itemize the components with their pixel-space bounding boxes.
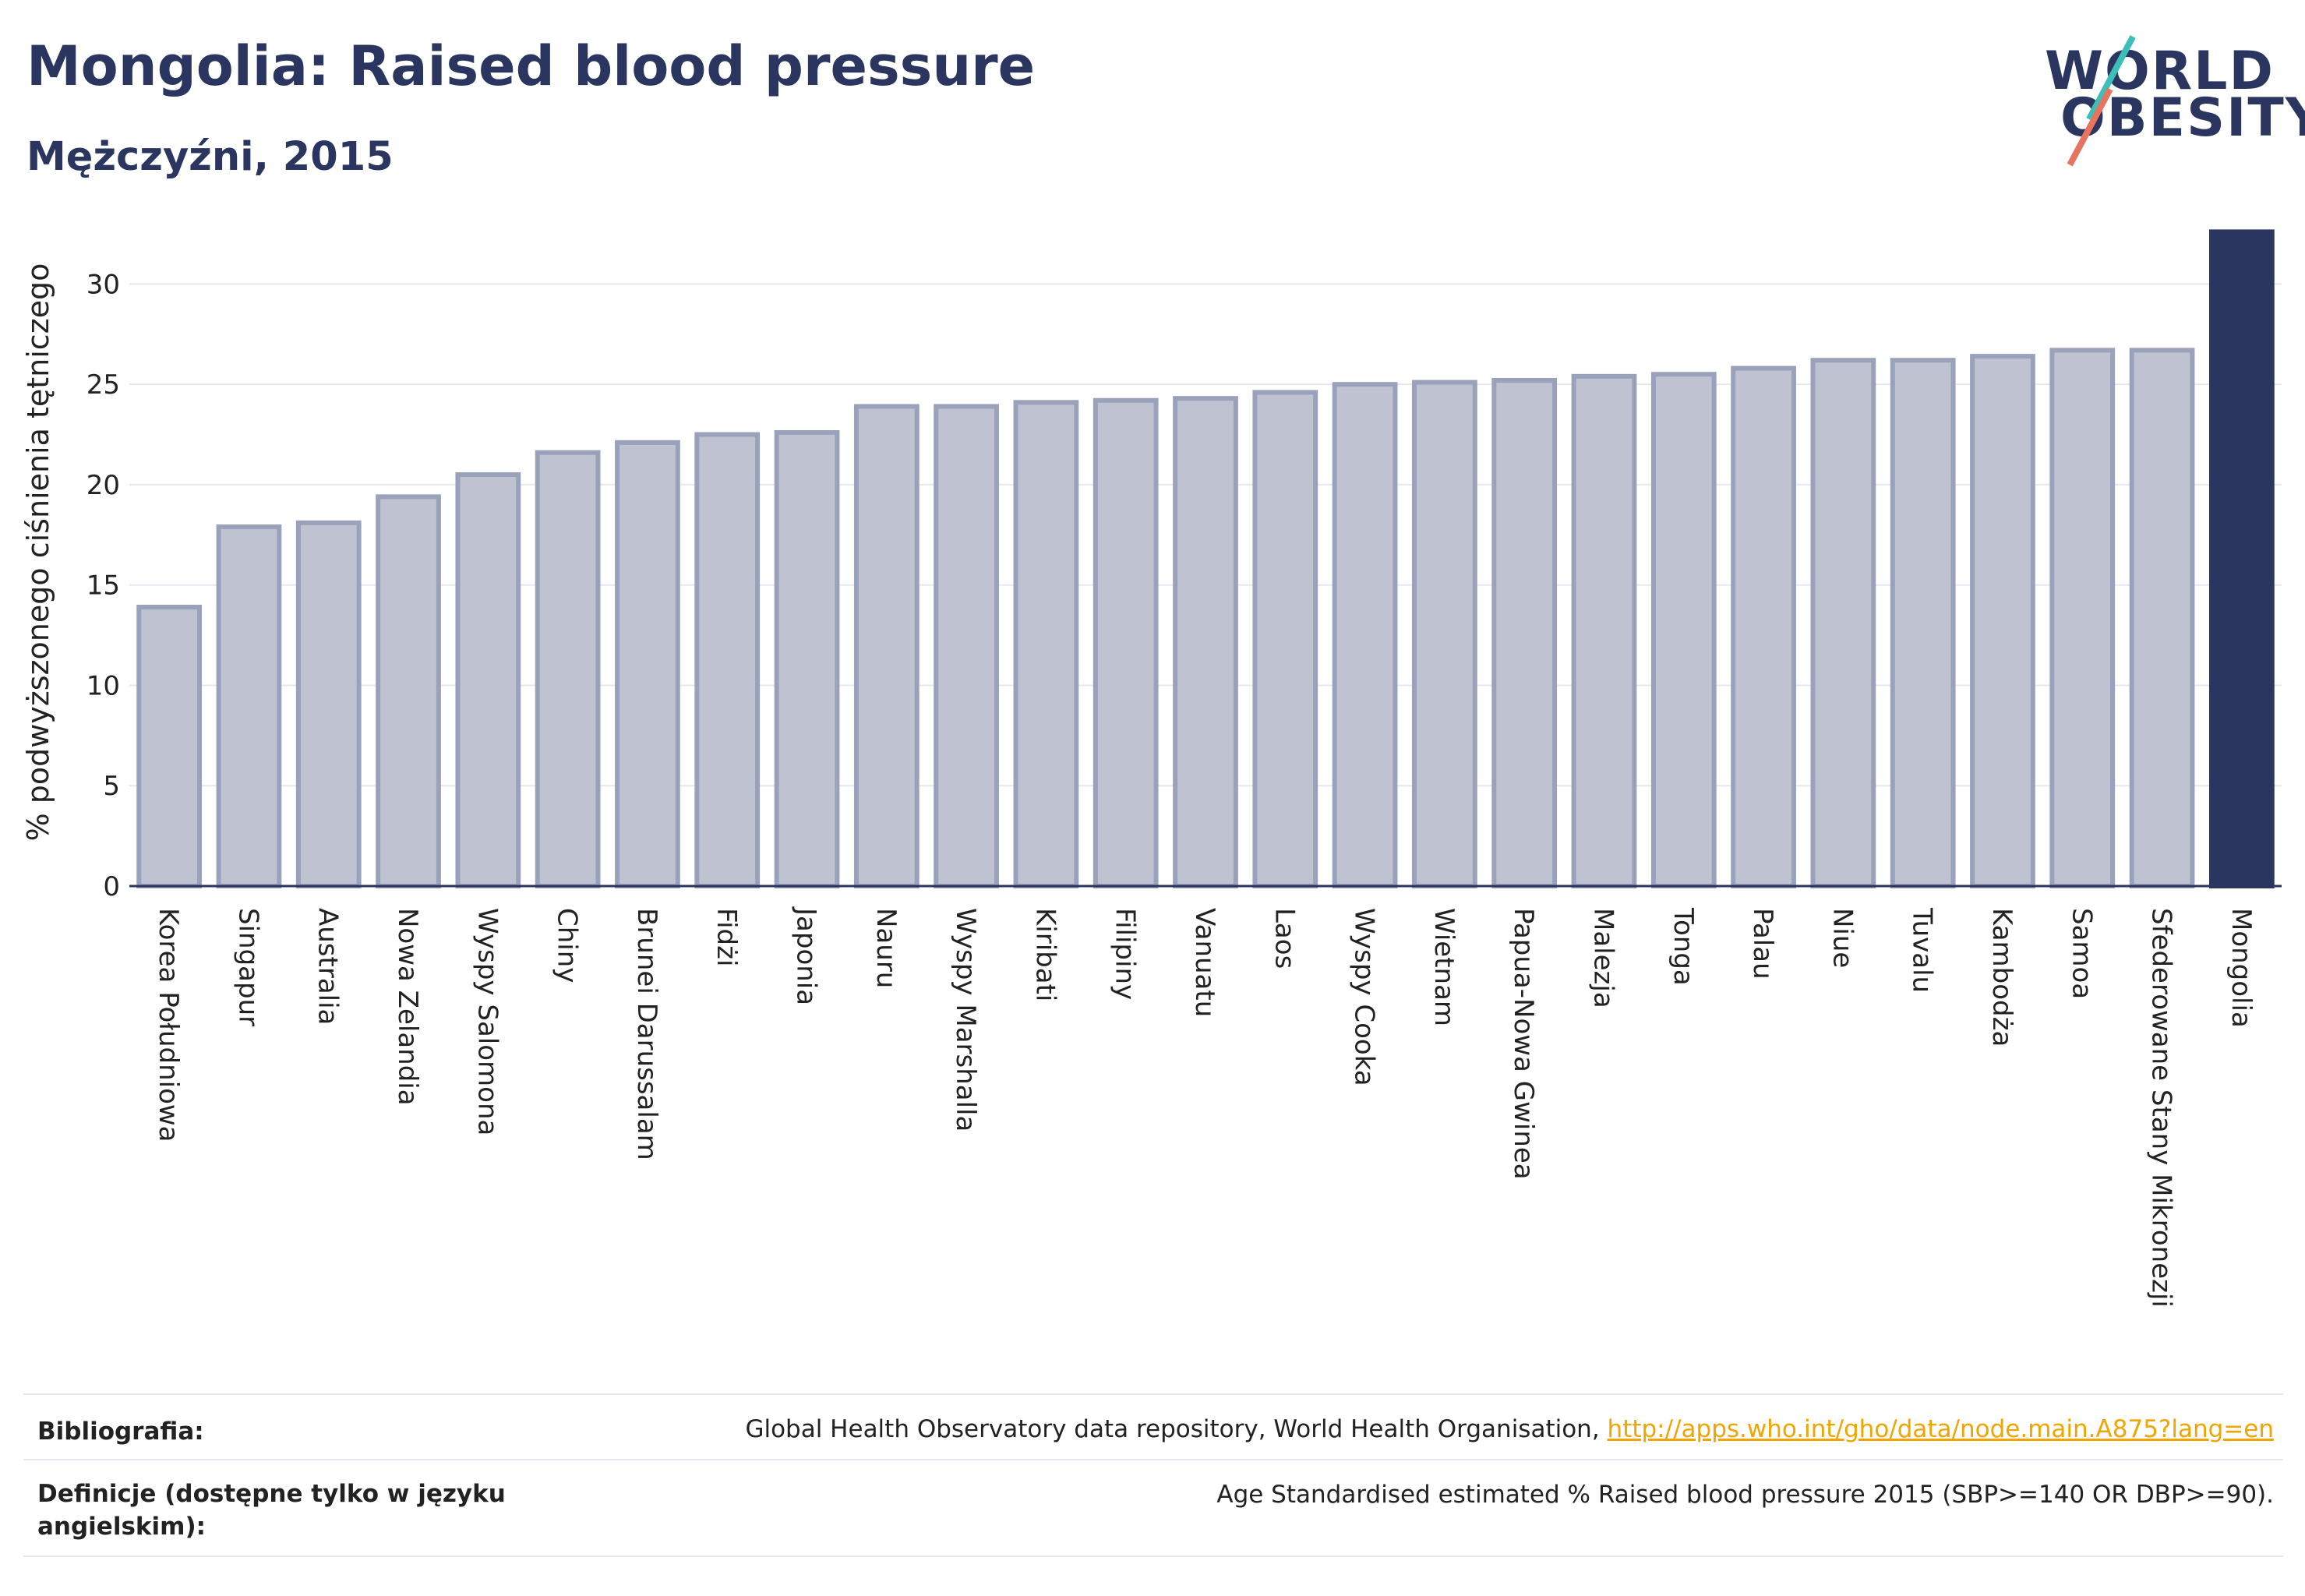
x-tick-label: Wietnam xyxy=(1428,908,1460,1026)
y-tick-label: 25 xyxy=(86,369,120,401)
bar-wyspy-marshalla xyxy=(934,404,999,888)
definitions-row: Definicje (dostępne tylko w języku angie… xyxy=(23,1478,2283,1552)
bar-japonia xyxy=(774,429,840,888)
bar-nauru xyxy=(853,404,920,888)
x-tick-label: Nowa Zelandia xyxy=(392,908,423,1106)
bar-australia xyxy=(295,520,362,889)
x-tick-label: Mongolia xyxy=(2226,908,2257,1028)
bar-chart: 0 5 10 15 20 25 30 % podwyższonego ciśnienia tę… xyxy=(21,229,2282,1308)
x-tick-label: Chiny xyxy=(552,908,583,983)
x-tick-label: Filipiny xyxy=(1110,908,1141,1000)
chart-subtitle: Mężczyźni, 2015 xyxy=(26,134,394,180)
x-tick-label: Brunei Darussalam xyxy=(631,908,662,1160)
bibliography-text: Global Health Observatory data repositor… xyxy=(745,1415,1608,1443)
x-tick-label: Wyspy Marshalla xyxy=(950,908,981,1132)
bar-fid-i xyxy=(694,432,761,888)
bar-vanuatu xyxy=(1173,396,1238,889)
bibliography-label: Bibliografia: xyxy=(37,1418,204,1446)
bar-papua-nowa-gwinea xyxy=(1491,378,1558,889)
x-tick-label: Wyspy Salomona xyxy=(471,908,503,1135)
footer-divider-bottom xyxy=(23,1555,2283,1557)
chart-title: Mongolia: Raised blood pressure xyxy=(26,34,1036,98)
x-tick-label: Tonga xyxy=(1668,907,1699,986)
x-tick-label: Korea Południowa xyxy=(153,908,184,1142)
x-tick-label: Papua-Nowa Gwinea xyxy=(1508,908,1539,1180)
y-tick-label: 15 xyxy=(86,570,120,602)
bar-laos xyxy=(1252,390,1318,888)
bar-kambod-a xyxy=(1970,354,2035,888)
y-tick-label: 10 xyxy=(86,670,120,701)
bibliography-link[interactable]: http://apps.who.int/gho/data/node.main.A… xyxy=(1607,1415,2274,1443)
bar-tuvalu xyxy=(1890,358,1956,889)
bar-singapur xyxy=(216,524,282,888)
bar-korea-po-udniowa xyxy=(136,605,203,888)
x-tick-label: Sfederowane Stany Mikronezji xyxy=(2146,908,2177,1308)
bar-samoa xyxy=(2049,348,2116,888)
bar-brunei-darussalam xyxy=(615,440,680,888)
bibliography-value: Global Health Observatory data repositor… xyxy=(745,1415,2274,1443)
x-tick-label: Laos xyxy=(1269,908,1300,969)
footer-divider-middle xyxy=(23,1459,2283,1460)
y-tick-label: 20 xyxy=(86,470,120,501)
x-tick-label: Japonia xyxy=(791,906,822,1005)
x-tick-label: Tuvalu xyxy=(1907,907,1938,993)
bar-palau xyxy=(1731,365,1796,888)
x-tick-label: Kiribati xyxy=(1029,908,1061,1001)
y-axis-label: % podwyższonego ciśnienia tętniczego xyxy=(21,263,55,842)
bar-mongolia xyxy=(2208,229,2275,888)
bar-filipiny xyxy=(1092,397,1159,888)
logo-line-1: WORLD xyxy=(2045,41,2275,102)
world-obesity-logo: WORLD OBESITY xyxy=(2026,35,2305,170)
definitions-label: Definicje (dostępne tylko w języku angie… xyxy=(37,1480,506,1541)
bar-nowa-zelandia xyxy=(376,494,441,888)
x-tick-label: Australia xyxy=(312,908,344,1025)
footer-divider-top xyxy=(23,1393,2283,1395)
x-tick-label: Kambodża xyxy=(1986,908,2017,1047)
x-tick-label: Fidżi xyxy=(711,908,742,966)
bar-chiny xyxy=(535,450,601,888)
bar-niue xyxy=(1810,358,1876,889)
bar-wietnam xyxy=(1412,380,1477,888)
x-tick-label: Wyspy Cooka xyxy=(1349,908,1380,1086)
x-tick-label: Samoa xyxy=(2066,908,2097,999)
bar-kiribati xyxy=(1013,400,1079,888)
x-tick-label: Nauru xyxy=(870,908,902,988)
x-tick-label: Singapur xyxy=(232,908,263,1026)
y-tick-label: 0 xyxy=(103,871,120,902)
definitions-value: Age Standardised estimated % Raised bloo… xyxy=(1216,1481,2274,1509)
bibliography-row: Bibliografia: Global Health Observatory … xyxy=(23,1412,2283,1459)
bar-wyspy-cooka xyxy=(1332,382,1398,888)
x-tick-label: Palau xyxy=(1747,908,1778,980)
x-tick-label: Malezja xyxy=(1587,908,1618,1008)
bar-malezja xyxy=(1571,373,1637,888)
x-tick-label: Niue xyxy=(1827,908,1858,968)
x-tick-label: Vanuatu xyxy=(1189,908,1220,1017)
bar-wyspy-salomona xyxy=(455,472,521,888)
bar-tonga xyxy=(1650,372,1717,888)
bar-sfederowane-stany-mikronezji xyxy=(2129,348,2195,888)
y-tick-label: 5 xyxy=(103,771,120,802)
y-tick-label: 30 xyxy=(86,269,120,300)
